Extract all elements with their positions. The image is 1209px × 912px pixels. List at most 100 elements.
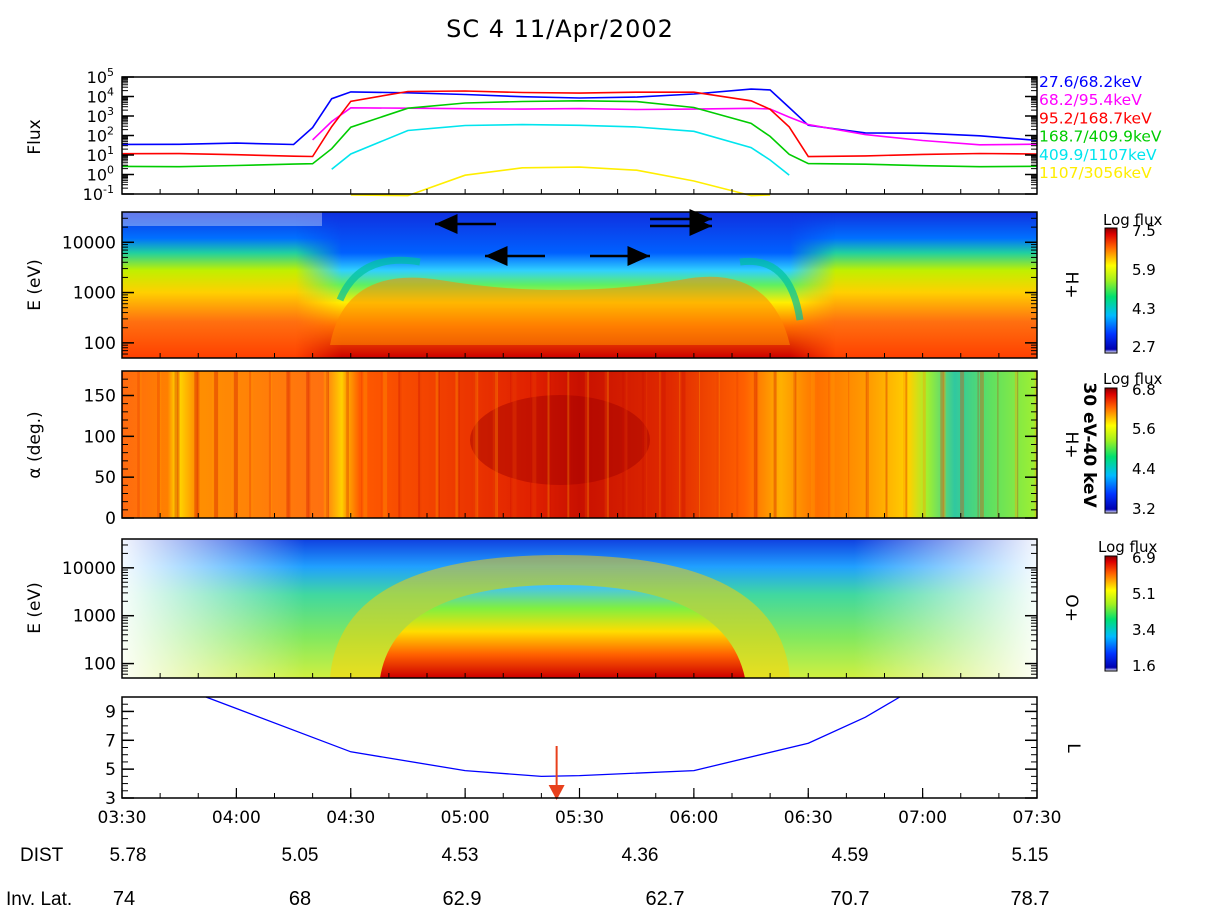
x-tick-label: 07:30 bbox=[1013, 808, 1062, 828]
flux-series-1 bbox=[121, 88, 1038, 146]
energy-y-tick-label: 100 bbox=[84, 334, 116, 354]
pitch-stripe bbox=[547, 371, 550, 518]
legend-entry: 409.9/1107keV bbox=[1039, 146, 1157, 164]
pitch-stripe bbox=[159, 371, 162, 518]
flux-y-tick-label: 101 bbox=[87, 144, 114, 165]
pitch-stripe bbox=[383, 371, 388, 518]
h-energy-colorbar: Log flux 7.5 5.9 4.3 2.7 bbox=[1103, 211, 1163, 356]
pitch-stripe bbox=[1014, 371, 1017, 518]
x-tick-label: 04:30 bbox=[326, 808, 375, 828]
h-energy-bulge bbox=[330, 276, 790, 345]
h-energy-y-ticks: 100 1000 10000 bbox=[62, 211, 1037, 359]
pitch-stripe bbox=[510, 371, 512, 518]
l-y-tick-label: 9 bbox=[105, 702, 116, 722]
pitch-stripe bbox=[472, 371, 477, 518]
l-y-tick-label: 7 bbox=[105, 731, 116, 751]
invlat-value: 70.7 bbox=[831, 888, 870, 910]
l-shell-legend: L bbox=[1063, 743, 1083, 753]
flux-y-tick-label: 105 bbox=[87, 66, 114, 87]
pitch-stripe bbox=[828, 371, 830, 518]
l-shell-frame bbox=[121, 696, 1038, 799]
pitch-y-tick-label: 50 bbox=[94, 468, 116, 488]
pitch-stripe bbox=[380, 371, 382, 518]
pitch-stripe bbox=[659, 371, 661, 518]
colorbar-tick: 6.9 bbox=[1132, 549, 1156, 567]
legend-entry: 168.7/409.9keV bbox=[1039, 128, 1162, 146]
flux-series-6 bbox=[350, 166, 771, 197]
o-energy-sparse-edges bbox=[122, 539, 1037, 678]
pitch-stripe bbox=[400, 371, 402, 518]
energy-y-tick-label: 100 bbox=[84, 655, 116, 675]
pitch-stripe bbox=[624, 371, 628, 518]
pitch-stripe bbox=[492, 371, 497, 518]
pitch-angle-energy-range: 30 eV-40 keV bbox=[1079, 382, 1099, 508]
pitch-stripe bbox=[418, 371, 421, 518]
pitch-stripe bbox=[736, 371, 739, 518]
pitch-stripe bbox=[661, 371, 666, 518]
pitch-stripe bbox=[249, 371, 252, 518]
pitch-stripe bbox=[716, 371, 719, 518]
l-y-tick-label: 3 bbox=[105, 789, 116, 809]
time-axis: 03:30 04:00 04:30 05:00 05:30 06:00 06:30 07:00… bbox=[98, 189, 1062, 828]
x-tick-label: 07:00 bbox=[898, 808, 947, 828]
pitch-stripe bbox=[455, 371, 459, 518]
pitch-stripe bbox=[457, 371, 460, 518]
pitch-y-tick-label: 100 bbox=[84, 427, 116, 447]
h-energy-y-label: E (eV) bbox=[25, 259, 45, 311]
l-shell-panel: 3 5 7 9 L bbox=[105, 696, 1083, 809]
pitch-angle-core bbox=[470, 395, 650, 485]
pitch-stripe bbox=[176, 371, 180, 518]
pitch-stripe bbox=[997, 371, 999, 518]
pitch-stripe bbox=[288, 371, 291, 518]
pitch-stripe bbox=[475, 371, 479, 518]
pitch-angle-colorbar-title: Log flux bbox=[1103, 370, 1163, 388]
invlat-label: Inv. Lat. bbox=[6, 889, 72, 910]
pitch-stripe bbox=[437, 371, 440, 518]
pitch-stripe bbox=[196, 371, 200, 518]
pitch-stripe bbox=[699, 371, 700, 518]
energy-y-tick-label: 10000 bbox=[62, 559, 116, 579]
pitch-stripe bbox=[233, 371, 238, 518]
pitch-stripe bbox=[940, 371, 945, 518]
pitch-stripe bbox=[604, 371, 608, 518]
pitch-stripe bbox=[268, 371, 271, 518]
pitch-stripe bbox=[157, 371, 160, 518]
pitch-stripe bbox=[868, 371, 869, 518]
pitch-stripe bbox=[1017, 371, 1019, 518]
invlat-value: 78.7 bbox=[1011, 888, 1050, 910]
pitch-stripe bbox=[214, 371, 219, 518]
x-tick-label: 06:00 bbox=[669, 808, 718, 828]
pitch-stripe bbox=[420, 371, 422, 518]
flux-y-tick-label: 102 bbox=[87, 125, 114, 146]
h-energy-panel: 100 1000 10000 E (eV) H+ Log flux 7.5 5.9 … bbox=[25, 209, 1163, 359]
flux-y-tick-label: 104 bbox=[87, 86, 114, 107]
dist-value: 5.05 bbox=[282, 845, 319, 866]
pitch-stripe bbox=[718, 371, 720, 518]
pitch-stripe bbox=[979, 371, 984, 518]
invlat-value: 68 bbox=[289, 888, 311, 910]
colorbar-tick: 5.1 bbox=[1132, 585, 1156, 603]
pitch-stripe bbox=[211, 371, 213, 518]
energy-y-tick-label: 10000 bbox=[62, 233, 116, 253]
flux-series-group bbox=[121, 88, 1038, 197]
flux-y-tick-label: 100 bbox=[87, 164, 114, 185]
legend-entry: 95.2/168.7keV bbox=[1039, 109, 1152, 127]
dist-value: 4.53 bbox=[442, 845, 479, 866]
pitch-stripe bbox=[942, 371, 946, 518]
pitch-stripe bbox=[848, 371, 850, 518]
o-energy-panel: 100 1000 10000 E (eV) O+ Log flux 6.9 5.1 … bbox=[25, 538, 1158, 679]
pitch-stripe bbox=[363, 371, 368, 518]
flux-series-5 bbox=[331, 123, 790, 176]
legend-entry: 27.6/68.2keV bbox=[1039, 73, 1142, 91]
pitch-stripe bbox=[830, 371, 835, 518]
pitch-stripe bbox=[306, 371, 310, 518]
o-energy-colorbar-title: Log flux bbox=[1098, 538, 1158, 556]
colorbar-tick: 1.6 bbox=[1132, 657, 1156, 675]
pitch-stripe bbox=[791, 371, 796, 518]
pitch-stripe bbox=[679, 371, 681, 518]
o-energy-colorbar: Log flux 6.9 5.1 3.4 1.6 bbox=[1098, 538, 1158, 675]
o-energy-y-ticks: 100 1000 10000 bbox=[62, 538, 1037, 679]
pitch-stripe bbox=[681, 371, 686, 518]
l-y-tick-label: 5 bbox=[105, 760, 116, 780]
